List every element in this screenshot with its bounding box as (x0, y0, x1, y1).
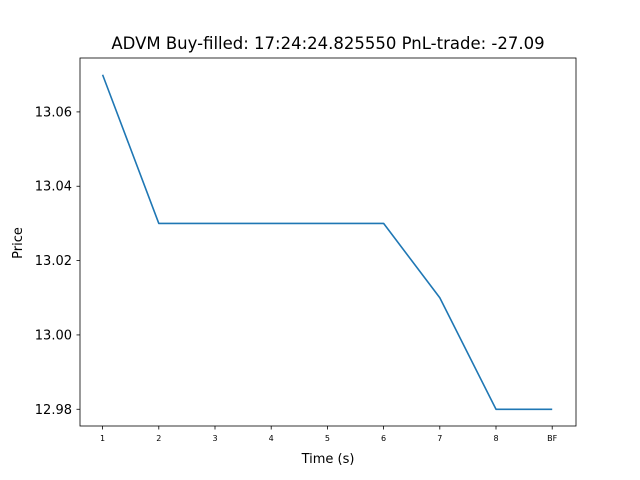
x-tick-label: 3 (212, 434, 217, 443)
x-tick-label: 8 (493, 434, 498, 443)
x-tick-label: 5 (325, 434, 330, 443)
y-tick-label: 13.02 (35, 254, 72, 269)
plot-area: 1 2 3 4 5 6 7 8 BF 12.98 13.00 13.02 13.04 13.06 (35, 57, 577, 443)
x-tick-label: BF (547, 434, 557, 443)
chart-title: ADVM Buy-filled: 17:24:24.825550 PnL-tra… (111, 34, 544, 53)
y-axis-label: Price (11, 227, 26, 259)
x-tick-label: 4 (269, 434, 274, 443)
x-tick-label: 1 (100, 434, 105, 443)
y-tick-label: 12.98 (35, 403, 72, 418)
x-axis-label: Time (s) (301, 452, 355, 467)
plot-frame (79, 57, 577, 427)
x-tick-label: 7 (437, 434, 442, 443)
x-tick-label: 6 (381, 434, 386, 443)
y-tick-label: 13.04 (35, 180, 72, 195)
y-tick-label: 13.06 (35, 105, 72, 120)
y-tick-label: 13.00 (35, 328, 72, 343)
x-tick-label: 2 (156, 434, 161, 443)
series-line (101, 74, 553, 411)
